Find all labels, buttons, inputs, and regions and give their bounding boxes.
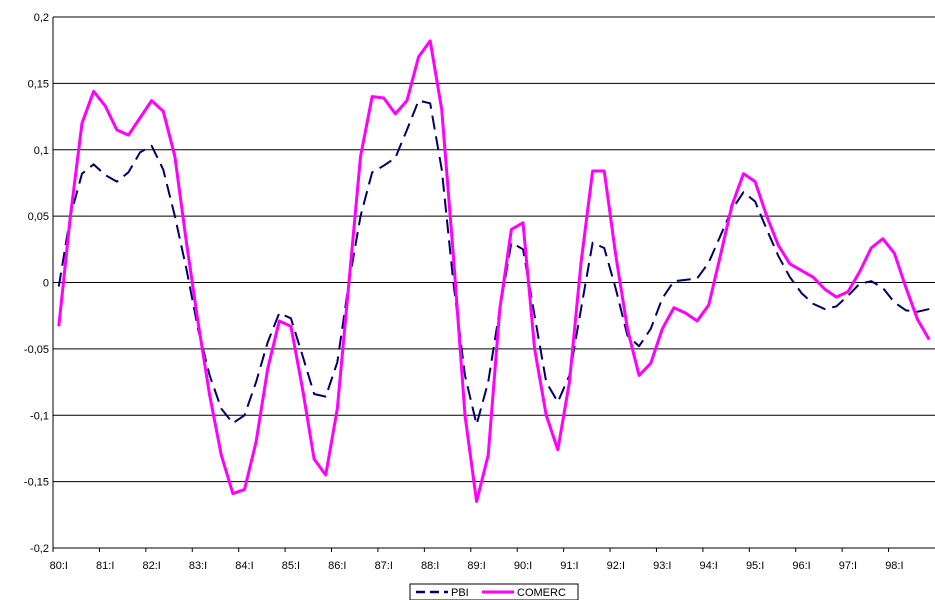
x-tick-label: 82:I <box>142 560 160 572</box>
x-tick-label: 80:I <box>50 560 68 572</box>
legend-label-comerc: COMERC <box>517 587 566 599</box>
x-tick-label: 94:I <box>700 560 718 572</box>
x-tick-label: 88:I <box>421 560 439 572</box>
y-tick-label: -0,1 <box>30 410 49 422</box>
x-tick-label: 96:I <box>792 560 810 572</box>
y-tick-label: 0,2 <box>34 12 49 24</box>
y-tick-label: 0 <box>43 278 49 290</box>
y-tick-label: 0,1 <box>34 145 49 157</box>
x-tick-label: 95:I <box>746 560 764 572</box>
x-tick-label: 98:I <box>885 560 903 572</box>
y-tick-label: -0,2 <box>30 543 49 555</box>
legend-label-pbi: PBI <box>451 587 469 599</box>
legend: PBI COMERC <box>409 583 579 600</box>
y-tick-label: 0,15 <box>28 78 49 90</box>
series-lines <box>57 39 931 504</box>
y-tick-label: -0,05 <box>24 344 49 356</box>
x-tick-label: 97:I <box>839 560 857 572</box>
y-tick-label: -0,15 <box>24 477 49 489</box>
grid-lines <box>52 16 935 552</box>
series-line-comerc <box>57 39 931 504</box>
x-tick-label: 85:I <box>282 560 300 572</box>
x-tick-label: 87:I <box>375 560 393 572</box>
x-tick-label: 86:I <box>328 560 346 572</box>
x-tick-label: 83:I <box>189 560 207 572</box>
x-tick-label: 90:I <box>514 560 532 572</box>
y-axis-tick-labels: -0,2 -0,15 -0,1 -0,05 0 0,05 0,1 0,15 0,2 <box>24 12 49 555</box>
x-tick-label: 84:I <box>235 560 253 572</box>
x-tick-label: 91:I <box>560 560 578 572</box>
x-tick-label: 89:I <box>467 560 485 572</box>
x-tick-label: 92:I <box>607 560 625 572</box>
y-tick-label: 0,05 <box>28 211 49 223</box>
x-axis-tick-labels: 80:I 81:I 82:I 83:I 84:I 85:I 86:I 87:I 88:I 89:I… <box>50 560 904 572</box>
x-tick-label: 93:I <box>653 560 671 572</box>
x-tick-label: 81:I <box>96 560 114 572</box>
